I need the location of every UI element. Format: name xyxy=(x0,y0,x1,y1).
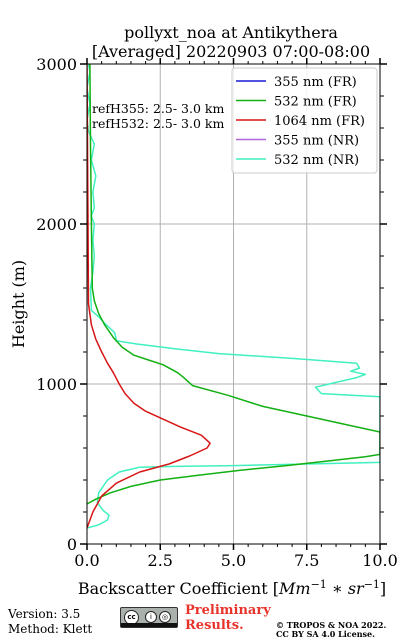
copyright-line1: © TROPOS & NOA 2022. xyxy=(276,620,387,630)
version-text: Version: 3.5 xyxy=(8,607,81,621)
x-axis-label: Backscatter Coefficient [Mm−1 ∗ sr−1] xyxy=(78,578,386,598)
legend-label: 1064 nm (FR) xyxy=(274,114,365,129)
chart-title-line1: pollyxt_noa at Antikythera xyxy=(124,23,338,42)
preliminary-line1: Preliminary xyxy=(185,603,271,618)
series-line-532-nm-fr xyxy=(87,64,380,505)
copyright-line2: CC BY SA 4.0 License. xyxy=(276,629,375,639)
y-tick-label: 3000 xyxy=(36,55,77,74)
axis-ticks: 0.0 2.5 5.0 7.5 10.0 0 1000 2000 3000 xyxy=(36,55,398,570)
method-text: Method: Klett xyxy=(8,622,93,636)
annotation-refH355: refH355: 2.5- 3.0 km xyxy=(92,101,224,116)
legend-label: 532 nm (NR) xyxy=(274,153,359,168)
x-tick-label: 7.5 xyxy=(294,551,319,570)
y-tick-label: 2000 xyxy=(36,215,77,234)
legend-label: 532 nm (FR) xyxy=(274,95,357,110)
y-tick-label: 0 xyxy=(67,535,77,554)
series-line-532-nm-nr xyxy=(87,64,380,529)
series-line-1064-nm-fr xyxy=(87,64,211,529)
y-tick-label: 1000 xyxy=(36,375,77,394)
legend-box xyxy=(231,67,378,174)
preliminary-line2: Results. xyxy=(185,618,244,633)
legend-label: 355 nm (NR) xyxy=(274,134,359,149)
annotation-refH532: refH532: 2.5- 3.0 km xyxy=(92,116,224,131)
cc-by-sa-icon: cc i ◎ xyxy=(120,607,178,628)
x-tick-label: 10.0 xyxy=(362,551,398,570)
legend-label: 355 nm (FR) xyxy=(274,75,357,90)
series-layer xyxy=(87,64,380,529)
x-tick-label: 0.0 xyxy=(74,551,99,570)
chart-title-line2: [Averaged] 20220903 07:00-08:00 xyxy=(92,42,370,61)
x-tick-label: 5.0 xyxy=(221,551,246,570)
y-axis-label: Height (m) xyxy=(9,260,28,348)
legend: 355 nm (FR) 532 nm (FR) 1064 nm (FR) 355 nm… xyxy=(231,67,378,174)
x-tick-label: 2.5 xyxy=(148,551,173,570)
